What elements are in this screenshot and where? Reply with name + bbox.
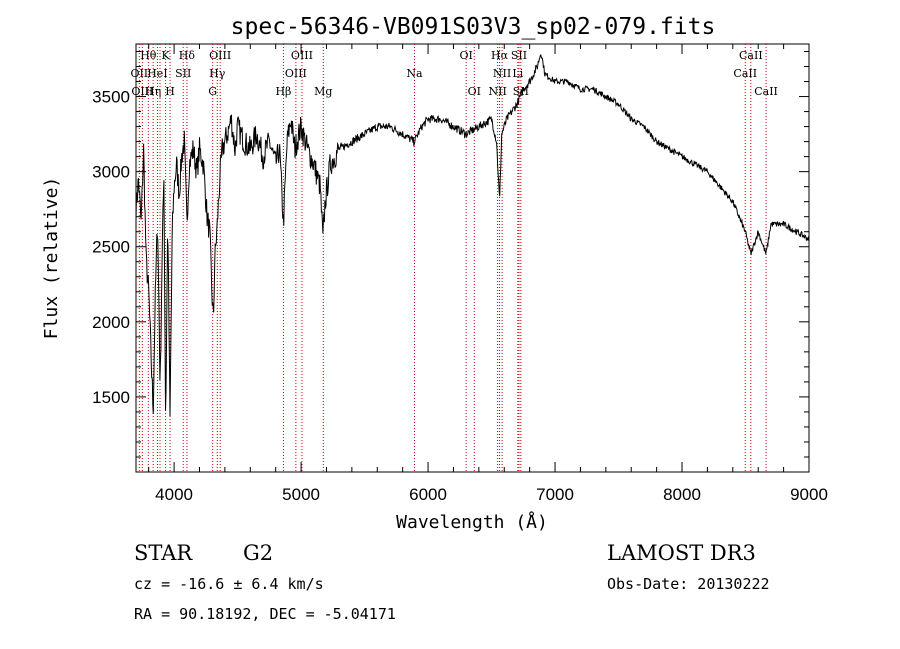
- spectral-line-label: Li: [512, 67, 523, 80]
- spectral-line-label: CaII: [739, 49, 763, 62]
- spectral-line-label: OI: [468, 85, 481, 98]
- spectral-line-labels: OIIOIIIHθHηHeIKHSIIHδGHγOIIIHβOIIIOIIIMg…: [130, 49, 777, 98]
- spectral-line-label: Hη: [145, 85, 161, 98]
- spectral-line-label: CaII: [754, 85, 778, 98]
- y-tick-label: 3500: [92, 88, 130, 107]
- spectral-line-label: CaII: [733, 67, 757, 80]
- spectral-line-label: Hγ: [209, 67, 226, 80]
- y-tick-label: 3000: [92, 163, 130, 182]
- spectral-line-label: Hβ: [275, 85, 291, 98]
- x-tick-label: 8000: [663, 485, 701, 504]
- x-tick-label: 9000: [790, 485, 828, 504]
- spectral-line-label: OIII: [209, 49, 231, 62]
- x-axis: 4000 5000 6000 7000 8000 9000: [148, 44, 828, 504]
- spectral-line-label: Mg: [314, 85, 332, 98]
- spectral-line-label: NII: [488, 85, 506, 98]
- spectral-line-label: OIII: [131, 85, 153, 98]
- survey-name: LAMOST DR3: [607, 541, 756, 565]
- y-tick-label: 1500: [92, 388, 130, 407]
- y-axis: 1500 2000 2500 3000 3500: [92, 51, 809, 458]
- plot-area: OIIOIIIHθHηHeIKHSIIHδGHγOIIIHβOIIIOIIIMg…: [92, 43, 828, 504]
- subclass: G2: [243, 541, 273, 565]
- redshift-text: cz = -16.6 ± 6.4 km/s: [134, 575, 324, 593]
- spectral-line-label: NII: [493, 67, 511, 80]
- x-tick-label: 6000: [409, 485, 447, 504]
- spectrum-series: [135, 54, 810, 417]
- spectral-line-label: HeI: [147, 67, 167, 80]
- chart-title: spec-56346-VB091S03V3_sp02-079.fits: [231, 14, 716, 40]
- spectral-line-label: OII: [130, 67, 148, 80]
- spectral-line-label: K: [161, 49, 170, 62]
- info-panel: STAR G2 LAMOST DR3 cz = -16.6 ± 6.4 km/s…: [134, 541, 770, 623]
- object-class: STAR: [134, 541, 193, 565]
- x-tick-label: 7000: [536, 485, 574, 504]
- spectral-line-label: Hα: [491, 49, 509, 62]
- y-axis-label: Flux (relative): [41, 177, 62, 340]
- coordinates-text: RA = 90.18192, DEC = -5.04171: [134, 605, 396, 623]
- plot-frame: [135, 43, 810, 473]
- x-tick-label: 4000: [155, 485, 193, 504]
- spectral-line-label: H: [165, 85, 175, 98]
- spectral-line-label: Na: [406, 67, 423, 80]
- spectral-line-label: G: [208, 85, 217, 98]
- x-tick-label: 5000: [282, 485, 320, 504]
- y-tick-label: 2000: [92, 313, 130, 332]
- spectral-line-label: Hδ: [179, 49, 196, 62]
- spectral-line-label: Hθ: [140, 49, 157, 62]
- spectral-line-markers: [138, 44, 767, 472]
- spectral-line-label: SII: [175, 67, 191, 80]
- obs-date-text: Obs-Date: 20130222: [607, 575, 770, 593]
- spectral-line-label: OIII: [285, 67, 307, 80]
- spectral-line-label: OI: [459, 49, 472, 62]
- y-tick-label: 2500: [92, 238, 130, 257]
- spectral-line-label: SII: [511, 49, 527, 62]
- x-axis-label: Wavelength (Å): [396, 511, 548, 533]
- spectral-line-label: OIII: [291, 49, 313, 62]
